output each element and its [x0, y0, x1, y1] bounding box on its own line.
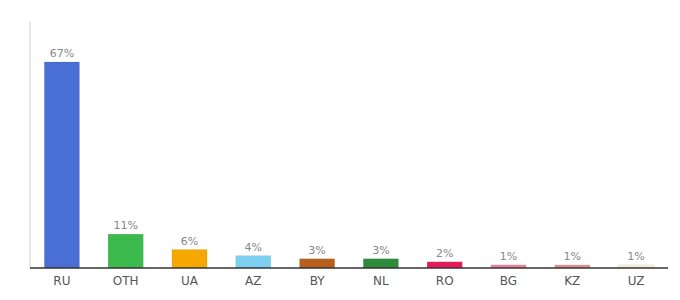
y-axis	[30, 22, 31, 268]
data-label: 1%	[564, 250, 581, 263]
bar	[108, 234, 143, 268]
bar	[172, 250, 207, 268]
chart-container: RU OTH UA AZ BY NL RO BG KZ UZ 67% 11% 6% 4% 3% 3% 2% 1% 1…	[0, 0, 680, 300]
bar	[363, 259, 398, 268]
data-label: 1%	[500, 250, 517, 263]
x-tick-label: RU	[53, 274, 70, 288]
data-label: 3%	[372, 244, 389, 257]
x-axis	[30, 267, 668, 269]
data-label: 1%	[627, 250, 644, 263]
x-tick-label: RO	[436, 274, 454, 288]
x-tick-label: UA	[181, 274, 199, 288]
x-tick-label: BY	[310, 274, 326, 288]
x-tick-label: OTH	[113, 274, 139, 288]
bar	[300, 259, 335, 268]
data-label: 67%	[50, 47, 74, 60]
data-label: 6%	[181, 235, 198, 248]
x-tick-label: UZ	[628, 274, 645, 288]
x-tick-label: BG	[500, 274, 517, 288]
data-label: 3%	[308, 244, 325, 257]
bar	[236, 256, 271, 268]
x-tick-label: AZ	[245, 274, 261, 288]
data-label: 2%	[436, 247, 453, 260]
data-label: 4%	[245, 241, 262, 254]
chart: RU OTH UA AZ BY NL RO BG KZ UZ 67% 11% 6% 4% 3% 3% 2% 1% 1…	[0, 0, 680, 300]
bar	[427, 262, 462, 268]
data-label: 11%	[113, 219, 137, 232]
bar	[44, 62, 79, 268]
x-tick-label: NL	[373, 274, 389, 288]
x-tick-label: KZ	[564, 274, 580, 288]
bars	[44, 62, 653, 268]
